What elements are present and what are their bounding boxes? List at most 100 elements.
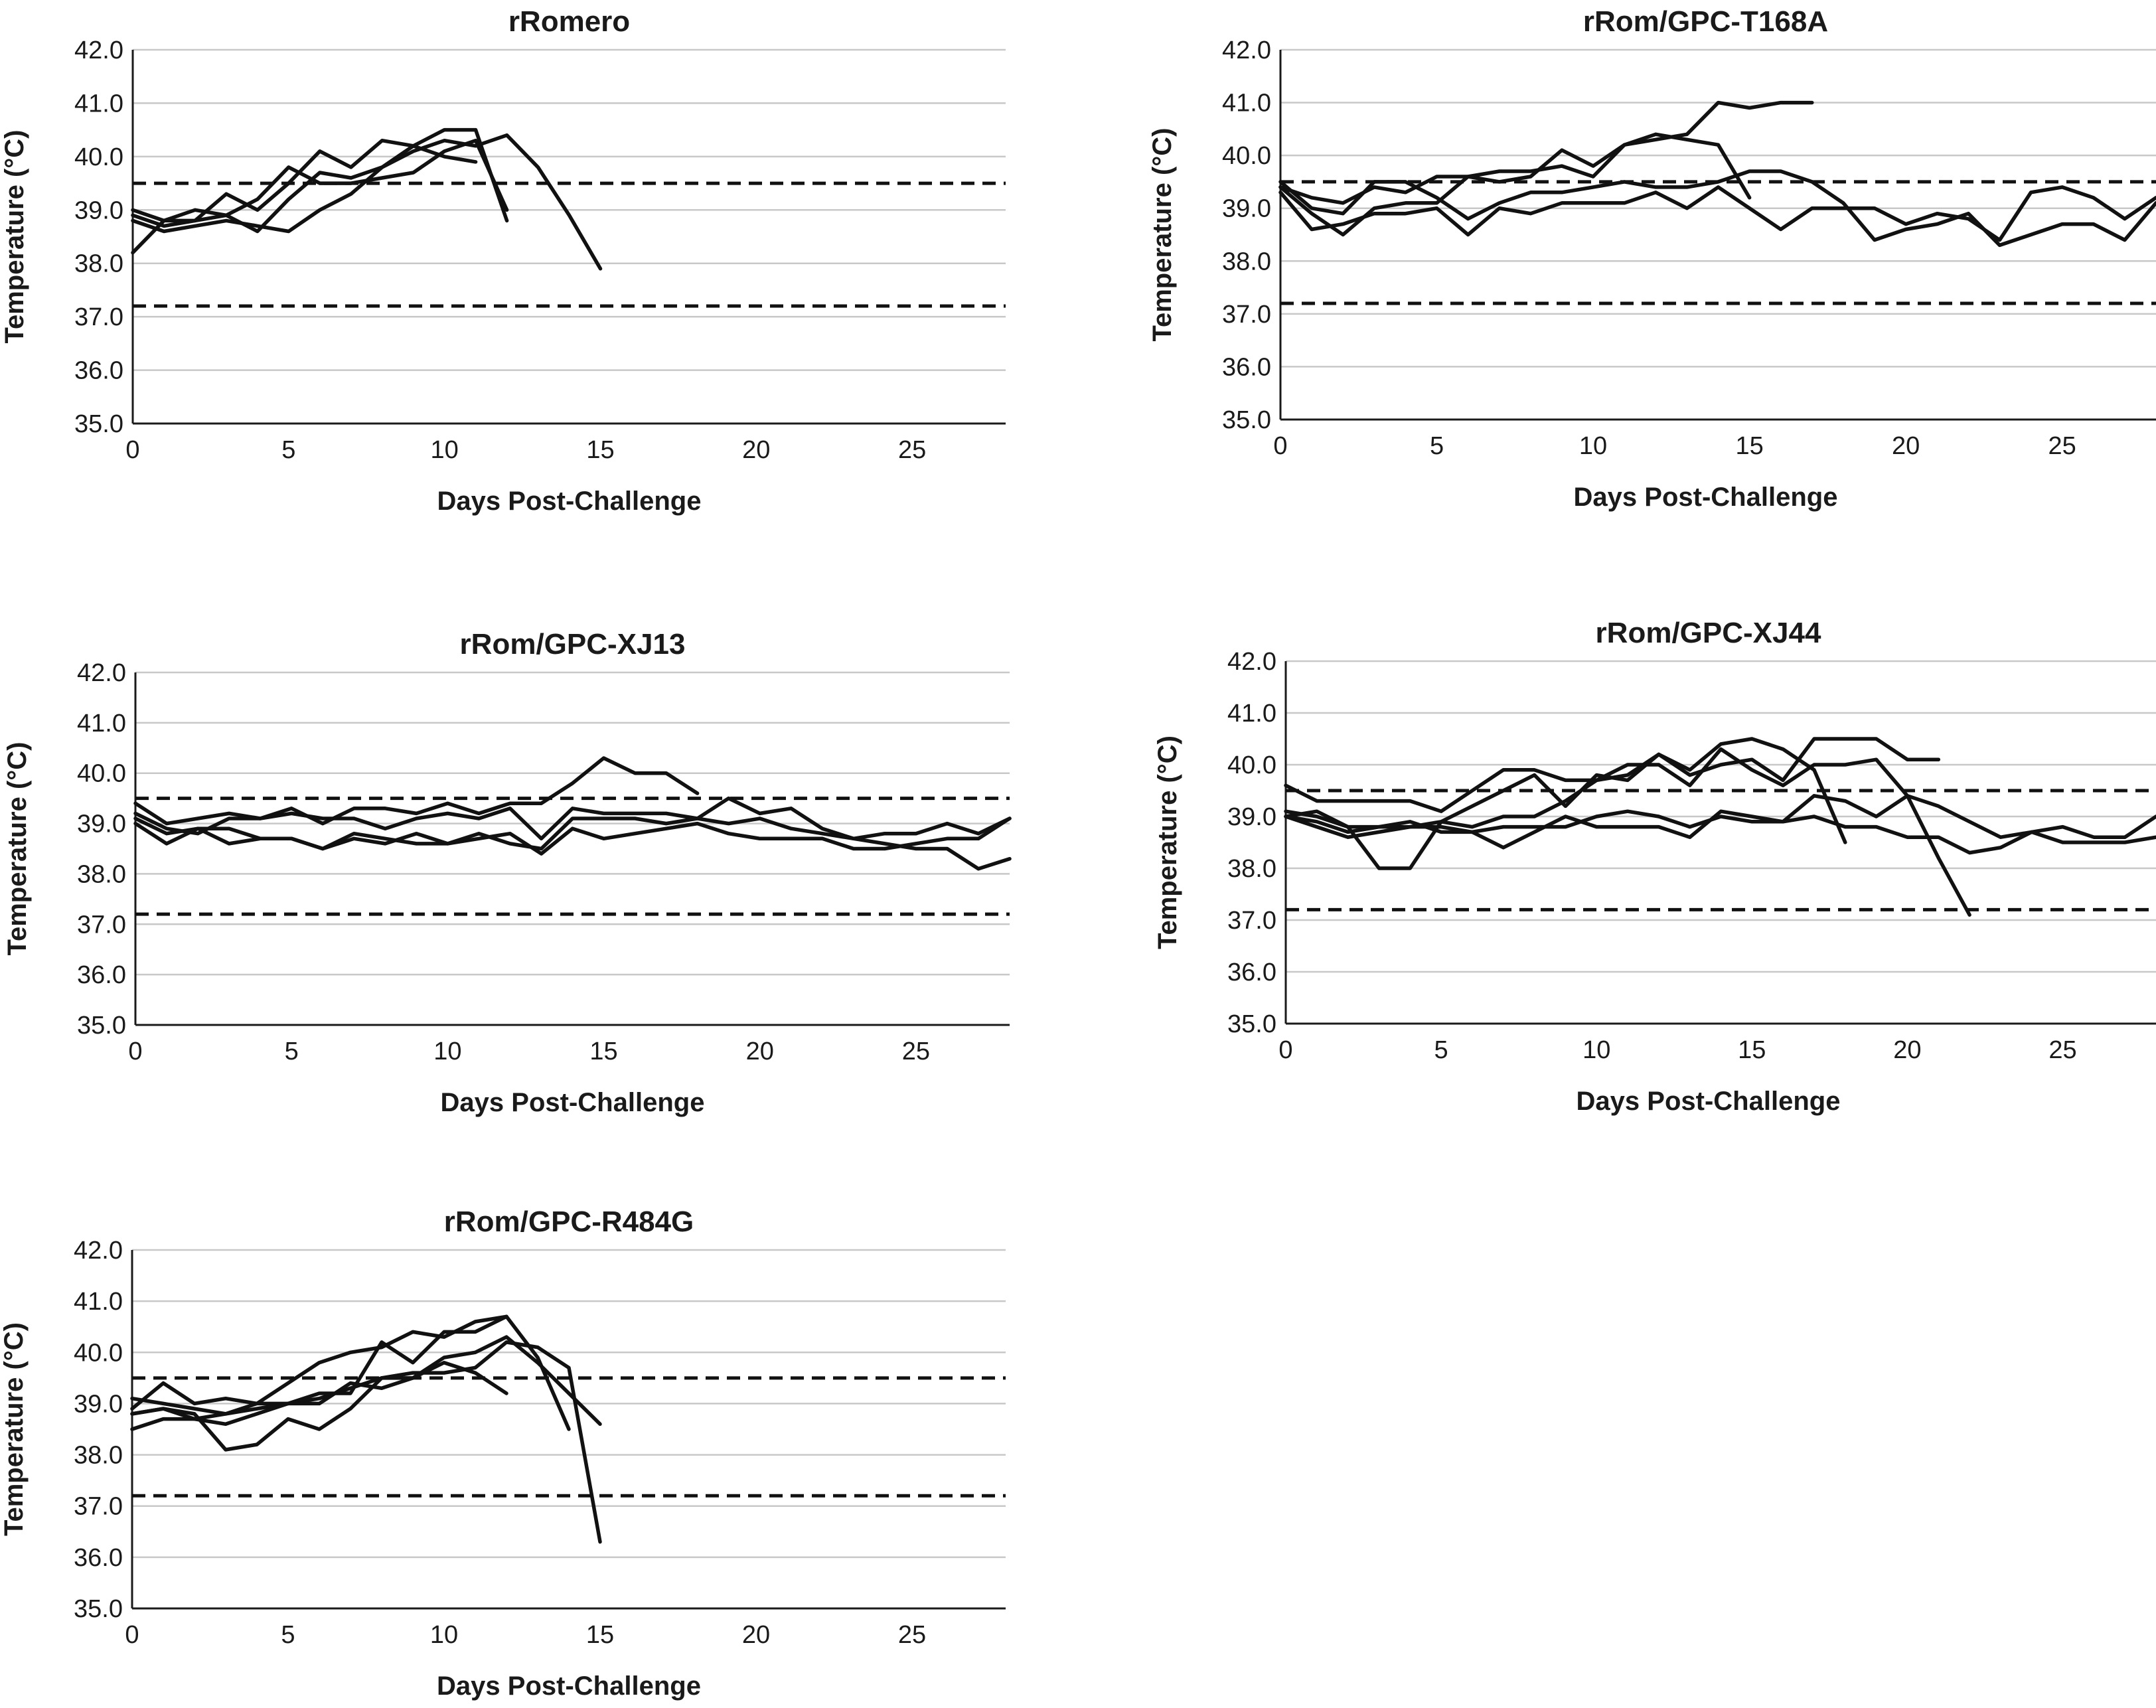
x-tick-label: 20 — [1892, 432, 1920, 460]
y-tick-label: 38.0 — [1222, 248, 1271, 275]
series-line-5 — [1284, 809, 2156, 855]
x-tick-label: 10 — [1582, 1036, 1610, 1064]
x-axis-label: Days Post-Challenge — [1577, 1087, 1841, 1116]
chart-title: rRom/GPC-T168A — [1583, 5, 1828, 38]
y-tick-label: 41.0 — [74, 1288, 123, 1316]
x-tick-label: 10 — [430, 1621, 458, 1649]
x-tick-label: 5 — [281, 1621, 295, 1649]
x-tick-label: 15 — [1738, 1036, 1766, 1064]
x-tick-label: 25 — [2048, 1036, 2076, 1064]
x-tick-label: 20 — [1893, 1036, 1921, 1064]
y-tick-label: 40.0 — [1222, 142, 1271, 170]
x-axis-label: Days Post-Challenge — [441, 1088, 705, 1117]
y-tick-label: 37.0 — [1222, 301, 1271, 329]
y-axis-label: Temperature (°C) — [1153, 736, 1182, 949]
y-axis-label: Temperature (°C) — [3, 742, 32, 956]
y-tick-label: 36.0 — [74, 357, 123, 385]
y-tick-label: 35.0 — [77, 1012, 126, 1040]
y-tick-label: 35.0 — [1222, 406, 1271, 434]
chart-panel-4: 35.0 36.0 37.0 38.0 39.0 40.0 41.0 42.0 0 5 10 15 20… — [1153, 617, 2156, 1116]
x-tick-label: 5 — [285, 1038, 299, 1065]
series-line-4 — [1278, 185, 2156, 242]
y-tick-label: 41.0 — [1227, 700, 1276, 728]
y-axis-label: Temperature (°C) — [1148, 128, 1177, 342]
x-axis-label: Days Post-Challenge — [1574, 483, 1838, 512]
series-line-4 — [133, 816, 1012, 856]
y-tick-label: 40.0 — [77, 760, 126, 788]
y-tick-label: 36.0 — [1227, 959, 1276, 986]
series-line-4 — [130, 1314, 571, 1431]
x-tick-label: 25 — [898, 436, 926, 464]
x-tick-label: 0 — [1273, 432, 1287, 460]
x-tick-label: 0 — [1278, 1036, 1292, 1064]
y-tick-label: 39.0 — [77, 811, 126, 838]
y-tick-label: 38.0 — [74, 1442, 123, 1470]
series-line-1 — [1284, 737, 1847, 844]
x-tick-label: 15 — [586, 1621, 614, 1649]
series-line-2 — [131, 138, 509, 223]
y-tick-label: 39.0 — [74, 1390, 123, 1418]
y-tick-label: 35.0 — [74, 1595, 123, 1623]
y-axis-label: Temperature (°C) — [0, 1322, 29, 1536]
chart-panel-5: 35.0 36.0 37.0 38.0 39.0 40.0 41.0 42.0 0 5 10 15 20… — [0, 1205, 1006, 1701]
series-line-4 — [131, 133, 603, 271]
chart-title: rRom/GPC-XJ44 — [1596, 617, 1821, 649]
y-tick-label: 37.0 — [77, 911, 126, 939]
x-tick-label: 10 — [1579, 432, 1607, 460]
y-tick-label: 42.0 — [77, 659, 126, 687]
chart-title: rRom/GPC-R484G — [444, 1205, 694, 1238]
y-tick-label: 41.0 — [1222, 90, 1271, 117]
chart-panel-1: 35.0 36.0 37.0 38.0 39.0 40.0 41.0 42.0 0 5 10 15 20… — [0, 5, 1006, 516]
y-tick-label: 37.0 — [74, 1493, 123, 1521]
y-tick-label: 35.0 — [74, 410, 123, 438]
x-axis-label: Days Post-Challenge — [437, 1671, 701, 1701]
x-tick-label: 10 — [433, 1038, 461, 1065]
x-tick-label: 5 — [281, 436, 295, 464]
y-tick-label: 37.0 — [1227, 907, 1276, 935]
x-tick-label: 5 — [1430, 432, 1444, 460]
series-line-1 — [1278, 100, 1814, 237]
x-tick-label: 25 — [898, 1621, 926, 1649]
y-tick-label: 36.0 — [74, 1544, 123, 1572]
y-tick-label: 40.0 — [74, 143, 123, 171]
series-line-2 — [130, 1314, 508, 1416]
series-line-2 — [1284, 737, 1941, 870]
y-tick-label: 42.0 — [74, 37, 123, 64]
x-tick-label: 0 — [128, 1038, 142, 1065]
y-tick-label: 36.0 — [77, 961, 126, 989]
x-tick-label: 25 — [902, 1038, 930, 1065]
y-tick-label: 42.0 — [1227, 648, 1276, 676]
chart-panel-2: 35.0 36.0 37.0 38.0 39.0 40.0 41.0 42.0 0 5 10 15 20… — [1148, 5, 2156, 512]
x-tick-label: 20 — [742, 1621, 770, 1649]
chart-panel-3: 35.0 36.0 37.0 38.0 39.0 40.0 41.0 42.0 0 5 10 15 20… — [3, 628, 1012, 1117]
y-tick-label: 40.0 — [74, 1339, 123, 1367]
series-line-3 — [1278, 169, 2156, 248]
series-line-3 — [133, 816, 1012, 871]
y-tick-label: 42.0 — [74, 1237, 123, 1265]
series-line-2 — [1278, 132, 1752, 205]
chart-title: rRom/GPC-XJ13 — [460, 628, 686, 660]
x-tick-label: 15 — [589, 1038, 617, 1065]
y-tick-label: 41.0 — [77, 710, 126, 738]
y-tick-label: 35.0 — [1227, 1010, 1276, 1038]
x-tick-label: 0 — [125, 436, 139, 464]
y-tick-label: 41.0 — [74, 90, 123, 117]
x-tick-label: 5 — [1434, 1036, 1448, 1064]
series-line-1 — [130, 1340, 602, 1544]
series-line-2 — [133, 796, 1012, 841]
x-tick-label: 15 — [586, 436, 614, 464]
y-tick-label: 40.0 — [1227, 751, 1276, 779]
y-tick-label: 39.0 — [1227, 803, 1276, 831]
series-line-1 — [133, 756, 700, 826]
x-tick-label: 10 — [431, 436, 459, 464]
x-tick-label: 25 — [2048, 432, 2076, 460]
series-line-5 — [130, 1335, 602, 1427]
y-tick-label: 38.0 — [1227, 855, 1276, 883]
y-tick-label: 37.0 — [74, 303, 123, 331]
y-tick-label: 38.0 — [74, 250, 123, 278]
x-axis-label: Days Post-Challenge — [437, 487, 702, 516]
y-tick-label: 39.0 — [74, 196, 123, 224]
chart-title: rRomero — [508, 5, 630, 38]
x-tick-label: 20 — [742, 436, 770, 464]
x-tick-label: 15 — [1735, 432, 1763, 460]
